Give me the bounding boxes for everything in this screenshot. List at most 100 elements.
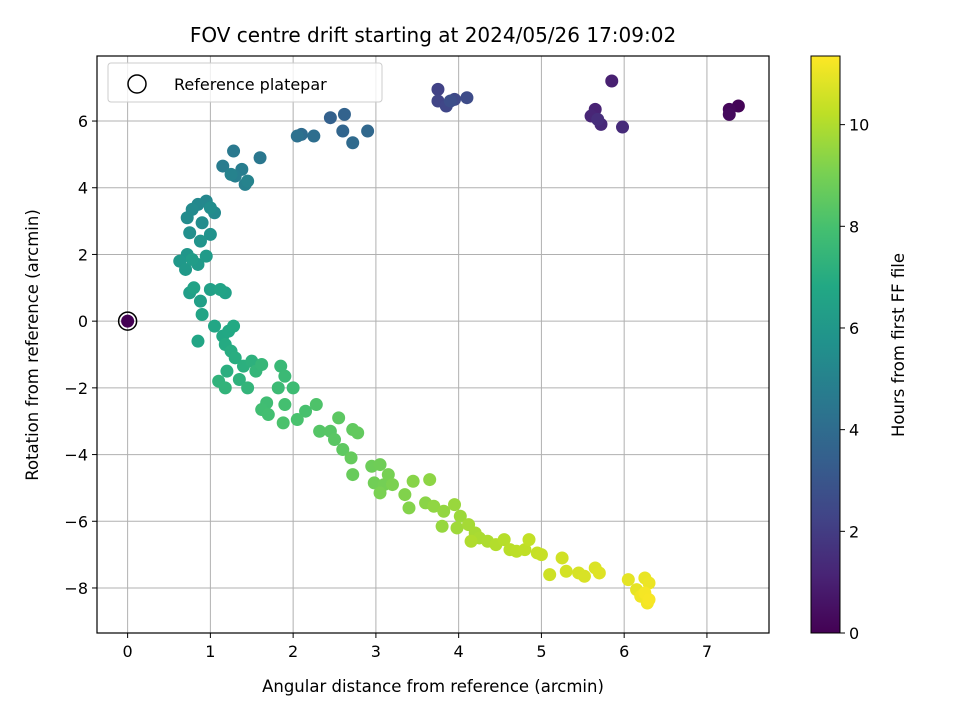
colorbar-tick-label: 0 — [849, 624, 859, 643]
data-point — [543, 568, 557, 582]
data-point — [373, 486, 387, 500]
data-point — [195, 307, 209, 321]
x-tick-label: 0 — [123, 642, 133, 661]
data-point — [427, 499, 441, 513]
data-point — [185, 252, 199, 266]
y-axis-ticks: −8 −6 −4 −2 0 2 4 6 — [64, 112, 97, 598]
data-point — [337, 107, 351, 121]
data-point — [591, 112, 605, 126]
reference-ring — [117, 311, 138, 331]
legend-label: Reference platepar — [174, 75, 327, 94]
data-point — [497, 533, 511, 547]
x-tick-label: 3 — [371, 642, 381, 661]
colorbar-ticks: 0 2 4 6 8 10 — [840, 116, 869, 643]
data-point — [261, 408, 275, 422]
data-point — [381, 468, 395, 482]
data-point — [278, 369, 292, 383]
data-points — [173, 74, 745, 610]
data-point — [290, 413, 304, 427]
data-point — [621, 573, 635, 587]
data-point — [309, 398, 323, 412]
data-point — [453, 509, 467, 523]
y-tick-label: 6 — [78, 112, 88, 131]
data-point — [227, 144, 241, 158]
reference-dot — [121, 314, 135, 328]
data-point — [398, 488, 412, 502]
data-point — [227, 319, 241, 333]
data-point — [522, 533, 536, 547]
data-point — [278, 398, 292, 412]
data-point — [464, 534, 478, 548]
x-tick-label: 7 — [702, 642, 712, 661]
data-point — [276, 416, 290, 430]
data-point — [406, 474, 420, 488]
data-point — [179, 262, 193, 276]
data-point — [228, 351, 242, 365]
data-point — [385, 478, 399, 492]
data-point — [253, 151, 267, 165]
colorbar-tick-label: 2 — [849, 522, 859, 541]
y-tick-label: −2 — [64, 379, 88, 398]
legend-marker — [127, 74, 147, 94]
y-tick-label: 4 — [78, 179, 88, 198]
data-point — [180, 211, 194, 225]
data-point — [577, 569, 591, 583]
data-point — [290, 129, 304, 143]
data-point — [346, 136, 360, 150]
data-point — [344, 451, 358, 465]
x-tick-label: 2 — [288, 642, 298, 661]
data-point — [299, 404, 313, 418]
data-point — [195, 216, 209, 230]
data-point — [346, 468, 360, 482]
data-point — [286, 381, 300, 395]
data-point — [402, 501, 416, 515]
data-point — [373, 458, 387, 472]
x-tick-label: 5 — [536, 642, 546, 661]
data-point — [437, 504, 451, 518]
data-point — [203, 227, 217, 241]
colorbar-tick-label: 4 — [849, 421, 859, 440]
y-tick-label: −6 — [64, 512, 88, 531]
data-point — [313, 424, 327, 438]
legend-box — [107, 62, 383, 103]
data-point — [450, 521, 464, 535]
data-point — [423, 473, 437, 487]
x-tick-label: 1 — [205, 642, 215, 661]
colorbar-tick-label: 10 — [849, 116, 869, 135]
data-point — [203, 201, 217, 215]
data-point — [323, 111, 337, 125]
data-point — [193, 234, 207, 248]
plot-frame — [96, 55, 770, 634]
x-axis-label: Angular distance from reference (arcmin) — [262, 677, 604, 696]
data-point — [332, 411, 346, 425]
data-point — [435, 519, 449, 533]
data-point — [328, 433, 342, 447]
data-point — [605, 74, 619, 88]
data-point — [199, 249, 213, 263]
data-point — [443, 94, 457, 108]
grid-lines — [97, 56, 769, 633]
x-tick-label: 6 — [619, 642, 629, 661]
y-tick-label: 0 — [78, 312, 88, 331]
data-point — [241, 381, 255, 395]
data-point — [241, 174, 255, 188]
data-point — [255, 358, 269, 372]
data-point — [271, 381, 285, 395]
data-point — [183, 226, 197, 240]
data-point — [218, 381, 232, 395]
colorbar-tick-label: 6 — [849, 319, 859, 338]
data-point — [274, 359, 288, 373]
x-tick-label: 4 — [454, 642, 464, 661]
data-point — [361, 124, 375, 138]
chart-title: FOV centre drift starting at 2024/05/26 … — [190, 23, 676, 47]
data-point — [642, 593, 656, 607]
data-point — [431, 82, 445, 96]
data-point — [518, 543, 532, 557]
data-point — [336, 443, 350, 457]
y-tick-label: −8 — [64, 579, 88, 598]
legend: Reference platepar — [107, 62, 383, 103]
data-point — [191, 334, 205, 348]
data-point — [245, 354, 259, 368]
data-point — [367, 476, 381, 490]
